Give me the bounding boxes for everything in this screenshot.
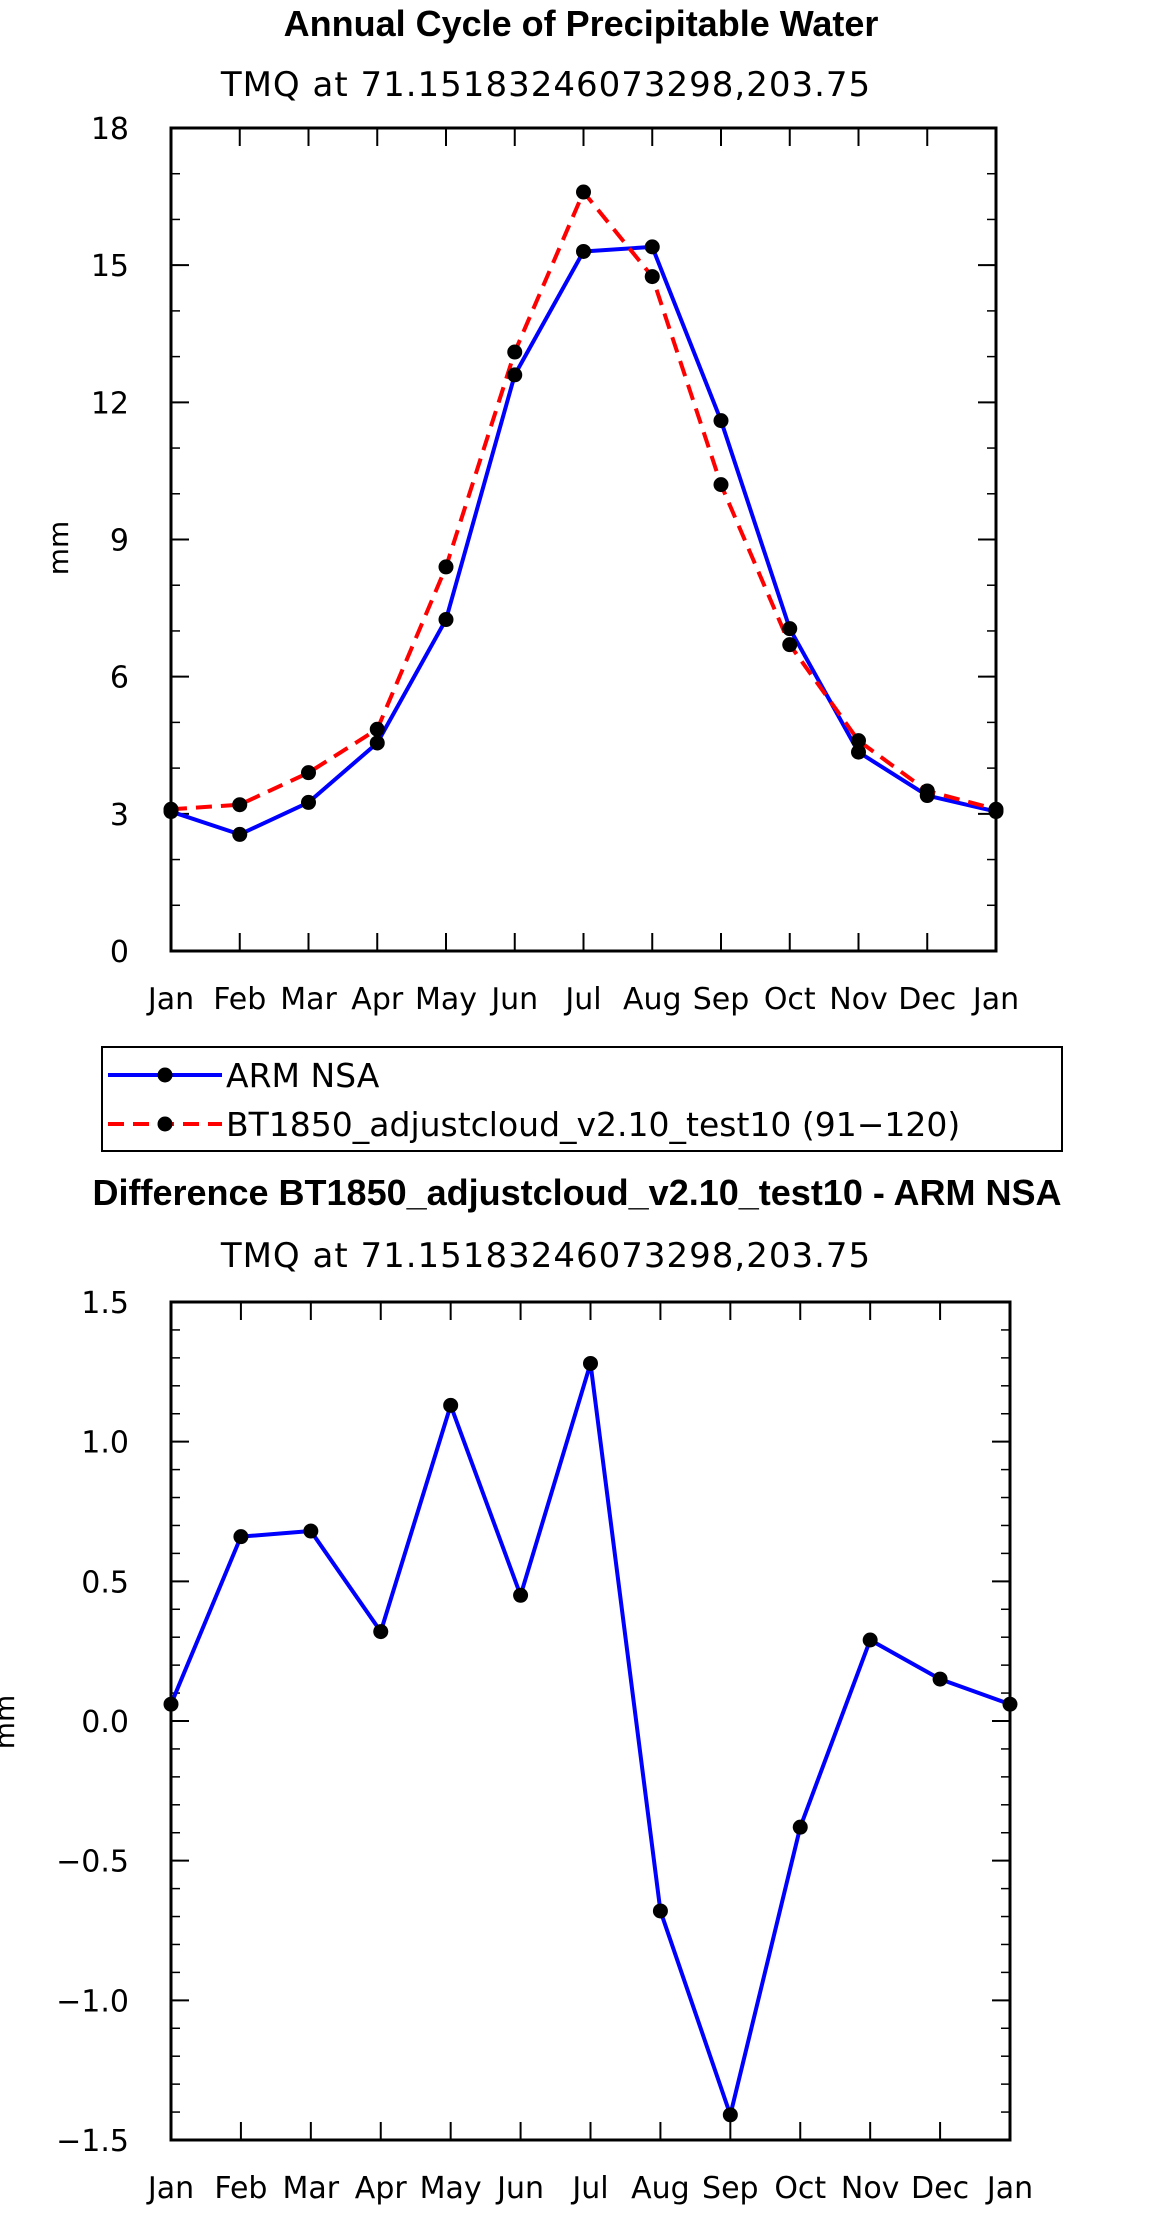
chart2-xtick-label: Sep	[702, 2171, 759, 2206]
chart1-ytick-label: 15	[91, 249, 129, 284]
chart1-ytick-label: 12	[91, 386, 129, 421]
chart2-xtick-label: Apr	[355, 2171, 408, 2206]
chart2-title: Difference BT1850_adjustcloud_v2.10_test…	[92, 1172, 1061, 1213]
chart2-ytick-label: 0.5	[81, 1565, 129, 1600]
chart2-xtick-label: Mar	[283, 2171, 340, 2206]
chart2-ytick-label: −0.5	[56, 1845, 129, 1880]
chart2-ylabel: mm	[0, 1695, 21, 1750]
chart1-series-0-point	[851, 744, 866, 760]
chart1-series-line-0	[170, 244, 997, 837]
chart2-xtick-label: Jan	[146, 2171, 194, 2206]
chart1-xtick-label: Feb	[213, 982, 266, 1017]
chart2-ytick-label: −1.5	[56, 2124, 129, 2159]
chart2-series	[163, 1355, 1018, 2123]
chart2-xtick-label: Dec	[911, 2171, 969, 2206]
chart2-ticks: −1.5 −1.0 −0.5 0.0 0.5 1.0 1.5 Jan Feb Mar Apr May J…	[56, 1286, 1033, 2206]
chart2-xtick-label: May	[420, 2171, 482, 2206]
chart2-series-0-point	[513, 1587, 529, 1603]
chart1-ytick-label: 6	[110, 661, 129, 696]
chart1-series-0-point	[507, 367, 523, 383]
chart1-title: Annual Cycle of Precipitable Water	[284, 3, 879, 44]
chart1-legend: ARM NSA BT1850_adjustcloud_v2.10_test10 …	[101, 1046, 1063, 1152]
chart2-ytick-label: 1.0	[81, 1426, 129, 1461]
chart1-xtick-label: Sep	[693, 982, 750, 1017]
chart1-xtick-label: Dec	[898, 982, 956, 1017]
chart1-xtick-label: Nov	[829, 982, 888, 1017]
chart1-series-0-point	[782, 621, 798, 637]
chart2-series-0-point	[233, 1529, 249, 1545]
chart1-series	[163, 184, 1004, 842]
chart2-series-0-point	[932, 1671, 948, 1687]
chart2-series-0-point	[303, 1523, 319, 1539]
legend-model-marker	[157, 1116, 173, 1132]
chart1-series-1-point	[232, 797, 248, 813]
chart1-series-0-point	[438, 612, 454, 628]
annual-cycle-panel: Annual Cycle of Precipitable Water TMQ a…	[42, 3, 1063, 1152]
legend-arm-marker	[157, 1067, 173, 1083]
chart1-xtick-label: Apr	[351, 982, 404, 1017]
chart1-series-1-point	[507, 344, 523, 360]
chart1-xtick-label: May	[415, 982, 477, 1017]
chart2-xtick-label: Jan	[985, 2171, 1033, 2206]
chart1-ylabel: mm	[42, 521, 75, 576]
chart1-series-1-point	[369, 721, 385, 737]
chart1-series-line-1	[170, 190, 997, 812]
chart1-series-1-point	[782, 637, 798, 653]
chart1-series-0-point	[369, 735, 385, 751]
chart1-ytick-label: 9	[110, 524, 129, 559]
chart1-series-1-point	[851, 733, 866, 749]
chart2-series-0-point	[443, 1397, 459, 1413]
chart2-series-0-point	[373, 1624, 389, 1640]
chart2-series-0-point	[652, 1903, 668, 1919]
chart2-xtick-label: Jul	[570, 2171, 608, 2206]
chart2-ytick-label: 1.5	[81, 1286, 129, 1321]
chart2-xtick-label: Aug	[631, 2171, 690, 2206]
chart1-xtick-label: Jan	[146, 982, 194, 1017]
chart1-xtick-label: Mar	[280, 982, 337, 1017]
chart2-series-0-point	[583, 1355, 598, 1371]
chart1-xtick-label: Oct	[764, 982, 816, 1017]
chart1-series-1-point	[438, 559, 454, 575]
chart1-frame	[169, 126, 998, 953]
chart2-series-0-point	[792, 1819, 808, 1835]
legend-box	[101, 1046, 1063, 1152]
chart1-series-1-point	[919, 783, 935, 799]
chart2-series-line-0	[169, 1361, 1011, 2117]
chart1-subtitle: TMQ at 71.15183246073298,203.75	[220, 65, 871, 105]
chart1-series-1-point	[644, 269, 660, 285]
chart1-series-0-point	[644, 239, 660, 255]
chart2-xtick-label: Oct	[774, 2171, 826, 2206]
chart2-xtick-label: Nov	[841, 2171, 900, 2206]
chart1-xtick-label: Jun	[489, 982, 538, 1017]
chart1-xtick-label: Jul	[563, 982, 601, 1017]
legend-arm-label: ARM NSA	[226, 1056, 380, 1095]
chart1-series-0-point	[713, 413, 729, 429]
chart1-series-1-point	[576, 184, 591, 200]
chart2-series-0-point	[862, 1632, 878, 1648]
chart2-ytick-label: −1.0	[56, 1984, 129, 2019]
legend-model-label: BT1850_adjustcloud_v2.10_test10 (91−120)	[226, 1105, 960, 1144]
chart1-series-0-point	[576, 243, 591, 259]
chart1-series-0-point	[301, 794, 316, 810]
chart1-xtick-label: Jan	[971, 982, 1019, 1017]
chart1-series-0-point	[232, 826, 248, 842]
chart1-ytick-label: 3	[110, 798, 129, 833]
chart2-ytick-label: 0.0	[81, 1705, 129, 1740]
chart2-xtick-label: Jun	[495, 2171, 544, 2206]
chart2-subtitle: TMQ at 71.15183246073298,203.75	[220, 1236, 871, 1276]
difference-panel: Difference BT1850_adjustcloud_v2.10_test…	[0, 1172, 1062, 2206]
chart1-ytick-label: 18	[91, 112, 129, 147]
chart1-ticks: 0 3 6 9 12 15 18 Jan Feb Mar Apr May Jun Jul Aug Sep Oct…	[91, 112, 1019, 1017]
chart2-series-0-point	[722, 2107, 738, 2123]
chart1-series-1-point	[713, 477, 729, 493]
chart2-frame	[169, 1300, 1012, 2142]
chart1-xtick-label: Aug	[623, 982, 682, 1017]
chart1-ytick-label: 0	[110, 935, 129, 970]
chart1-series-1-point	[301, 765, 316, 781]
chart2-xtick-label: Feb	[214, 2171, 267, 2206]
